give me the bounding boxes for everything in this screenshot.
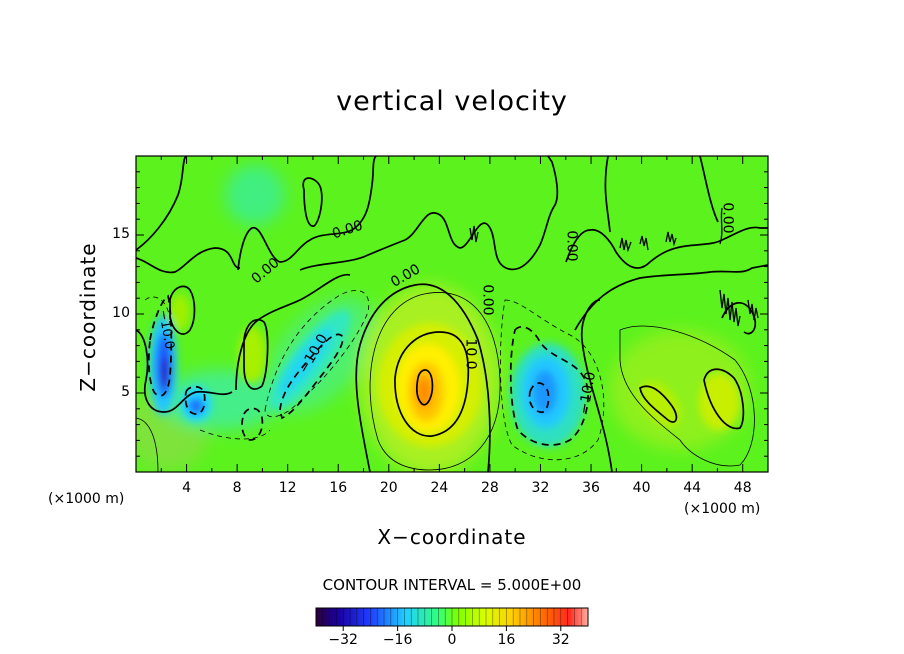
x-tick-label: 28 [480, 480, 499, 496]
x-tick-label: 4 [182, 480, 191, 496]
colorbar-segments [322, 608, 582, 626]
colorbar-tick-label: 16 [497, 632, 516, 648]
x-tick-label: 16 [329, 480, 348, 496]
x-unit-left: (×1000 m) [48, 491, 125, 507]
contour-label-positive: 10.0 [462, 338, 479, 370]
colorbar-tick-label: −16 [382, 632, 413, 648]
y-tick-label: 15 [112, 226, 130, 242]
contour-label-zero: 0.00 [563, 230, 580, 262]
x-tick-label: 24 [430, 480, 449, 496]
chart-title: vertical velocity [336, 86, 568, 117]
x-tick-label: 12 [278, 480, 297, 496]
contour-label-zero: 0.00 [719, 202, 736, 234]
x-tick-label: 48 [733, 480, 752, 496]
y-tick-label: 5 [121, 384, 130, 400]
field-colors [136, 156, 768, 472]
colorbar-tick-label: −32 [328, 632, 358, 648]
y-tick-label: 10 [112, 305, 130, 321]
x-tick-label: 40 [632, 480, 651, 496]
x-tick-label: 20 [379, 480, 398, 496]
colorbar-tick-label: 32 [551, 632, 570, 648]
x-tick-label: 32 [531, 480, 550, 496]
y-axis-ticks [136, 171, 768, 457]
colorbar-tick-label: 0 [447, 632, 457, 648]
colorbar-ticks [342, 626, 562, 631]
x-tick-label: 44 [683, 480, 702, 496]
x-unit-right: (×1000 m) [684, 501, 761, 517]
x-axis-label: X−coordinate [377, 525, 527, 549]
x-tick-label: 36 [582, 480, 600, 496]
x-tick-label: 8 [232, 480, 242, 496]
x-axis-ticks [160, 156, 744, 472]
contour-label-zero: 0.00 [479, 284, 496, 316]
contour-interval: CONTOUR INTERVAL = 5.000E+00 [322, 576, 582, 594]
